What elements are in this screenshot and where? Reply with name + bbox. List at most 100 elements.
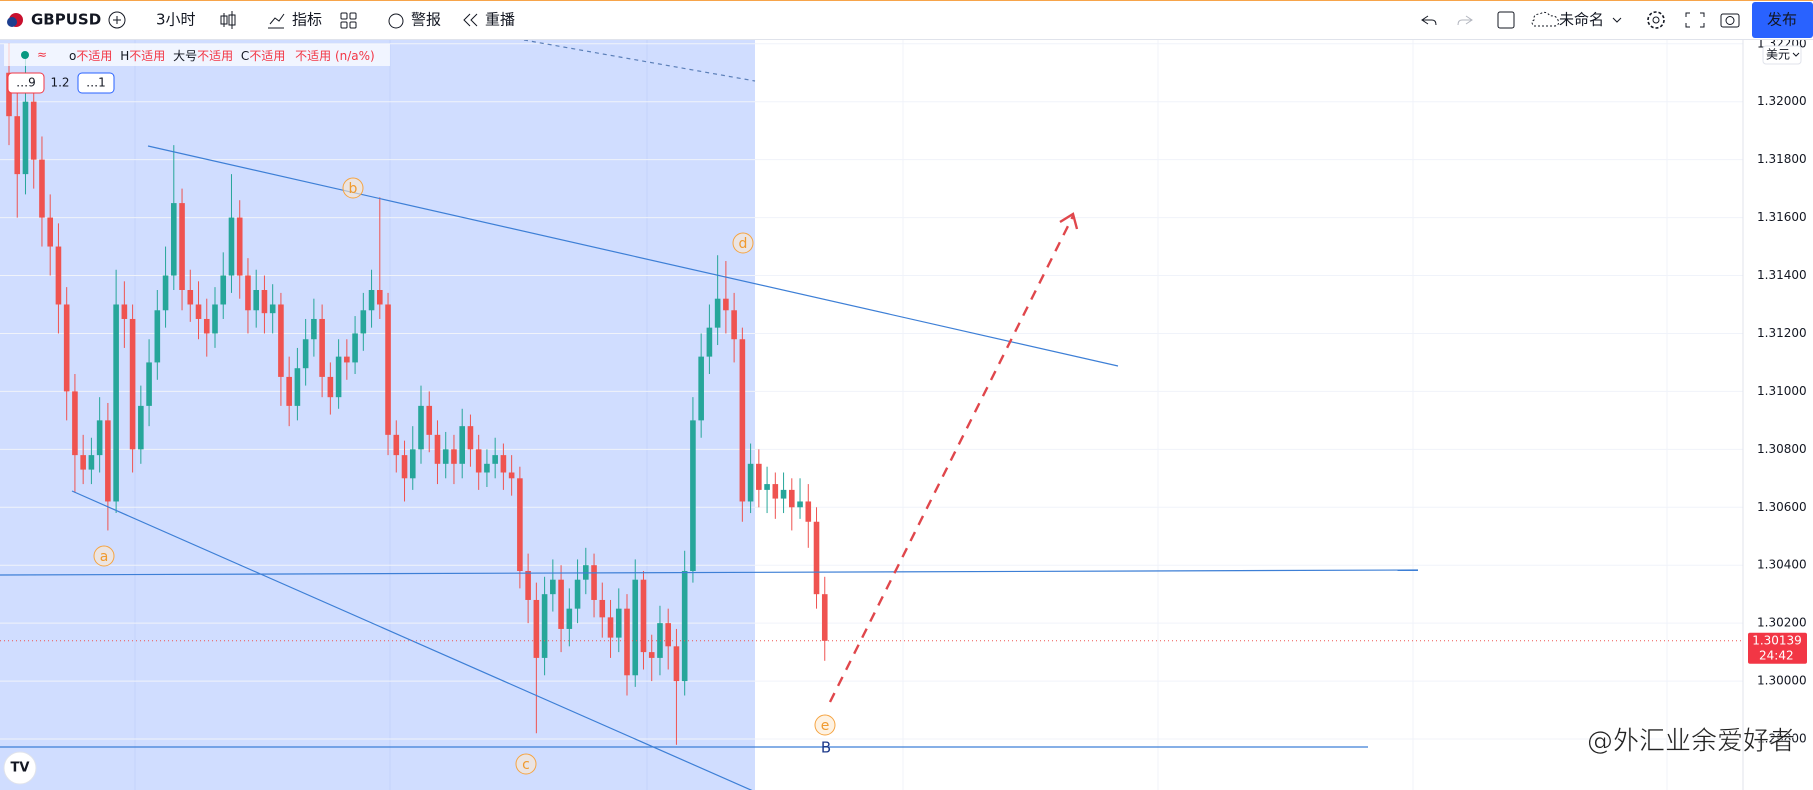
candle-body — [409, 449, 416, 479]
replay[interactable]: 重播 — [485, 11, 515, 29]
wave-label-circle — [93, 545, 115, 567]
candle-body — [731, 310, 737, 340]
candle-body — [418, 405, 424, 450]
snapshot-icon[interactable] — [1720, 13, 1740, 28]
y-tick-label: 1.30200 — [1757, 616, 1807, 630]
cloud-icon[interactable] — [1531, 11, 1559, 27]
control-button[interactable] — [7, 72, 45, 94]
candle-body — [319, 318, 325, 377]
control-label[interactable]: 1.2 — [50, 76, 69, 90]
undo-icon[interactable] — [1421, 15, 1437, 26]
candle-body — [517, 478, 523, 571]
control-label[interactable]: …9 — [16, 76, 36, 90]
candle-body — [368, 290, 375, 311]
dashed-line[interactable] — [523, 40, 756, 82]
wave-label: e — [821, 718, 830, 734]
candle-body — [129, 318, 136, 450]
candle-body — [30, 101, 37, 160]
fullscreen-icon[interactable] — [1685, 12, 1705, 28]
alerts[interactable]: 警报 — [411, 11, 441, 29]
candle-body — [47, 217, 53, 247]
interval[interactable]: 3小时 — [156, 11, 196, 29]
legend-value: 不适用 — [249, 49, 285, 63]
add-symbol-icon[interactable] — [108, 11, 126, 29]
dropdown-icon[interactable] — [1612, 17, 1622, 23]
candle-body — [55, 246, 62, 305]
replay-icon[interactable] — [463, 13, 478, 27]
candle-body — [220, 275, 227, 305]
candle-body — [690, 420, 696, 571]
candle-body — [393, 434, 400, 456]
upper-trend-line[interactable] — [147, 145, 1119, 367]
legend-key: o — [69, 49, 76, 63]
snapshot-icon — [1725, 16, 1735, 25]
candle-body — [80, 455, 86, 470]
y-tick-label: 1.31200 — [1757, 326, 1807, 340]
candle-body — [434, 434, 441, 464]
candle-body — [88, 455, 95, 470]
wave-label: B — [821, 739, 831, 757]
legend-icon: ≈ — [37, 48, 47, 62]
wave-label-circle — [515, 753, 537, 775]
alerts-icon[interactable] — [388, 13, 404, 29]
current-price-label — [1748, 632, 1807, 664]
layout-name[interactable]: 未命名 — [1559, 11, 1604, 29]
candle-body — [673, 646, 680, 682]
lower-trend-line[interactable] — [71, 490, 760, 790]
wave-label: b — [349, 181, 358, 197]
candle-body — [706, 327, 713, 357]
layout-icon[interactable] — [1497, 11, 1515, 29]
symbol[interactable]: GBPUSD — [31, 11, 101, 29]
candle-body — [385, 304, 391, 435]
candle-body — [22, 101, 29, 175]
currency-box[interactable] — [1762, 45, 1802, 65]
arrow-head — [1059, 212, 1079, 230]
publish-label[interactable]: 发布 — [1767, 11, 1797, 29]
add-symbol-icon — [113, 16, 121, 24]
chart-type-icon — [228, 14, 236, 26]
candle-body — [681, 570, 688, 682]
publish-button[interactable] — [1752, 2, 1813, 38]
candle-body — [615, 608, 622, 638]
candle-body — [484, 463, 490, 473]
y-tick-label: 1.31600 — [1757, 210, 1807, 224]
wave-label-circle — [342, 177, 364, 199]
control-label[interactable]: …1 — [86, 76, 106, 90]
indicators-icon[interactable] — [268, 13, 285, 29]
legend-value: 不适用 — [129, 49, 165, 63]
candle-body — [286, 376, 292, 406]
candle-body — [6, 72, 12, 117]
settings-icon[interactable] — [1647, 11, 1665, 29]
candle-body — [294, 368, 301, 406]
candle-body — [508, 472, 515, 479]
drawings — [0, 40, 1419, 790]
templates-icon[interactable] — [340, 12, 357, 29]
logo[interactable] — [3, 751, 37, 785]
control-button[interactable] — [77, 72, 115, 94]
y-tick-label: 1.31000 — [1757, 384, 1807, 398]
candle-body — [574, 579, 581, 609]
projection-arrow[interactable] — [828, 215, 1075, 703]
status-dot — [21, 51, 29, 59]
plot-area: a b c d eB — [0, 40, 1743, 790]
watermark: @外汇业余爱好者 — [1587, 727, 1795, 757]
toolbar-background — [0, 0, 1813, 40]
redo-icon[interactable] — [1457, 15, 1473, 26]
candle-body — [212, 304, 218, 334]
legend-values: o不适用 H不适用 大号不适用 C不适用 不适用 (n/a%) — [69, 49, 375, 63]
y-tick-label: 1.32000 — [1757, 94, 1807, 108]
candle-body — [154, 310, 161, 363]
candle-body — [500, 455, 507, 473]
horizontal-line[interactable] — [0, 569, 1419, 576]
indicators[interactable]: 指标 — [292, 11, 322, 29]
candle-body — [813, 521, 820, 595]
chart-type-icon[interactable] — [223, 11, 233, 29]
candle-body — [657, 623, 663, 658]
candle-body — [236, 217, 243, 276]
candle-body — [261, 290, 268, 314]
currency[interactable]: 美元 — [1766, 48, 1790, 62]
legend-background — [4, 44, 390, 66]
